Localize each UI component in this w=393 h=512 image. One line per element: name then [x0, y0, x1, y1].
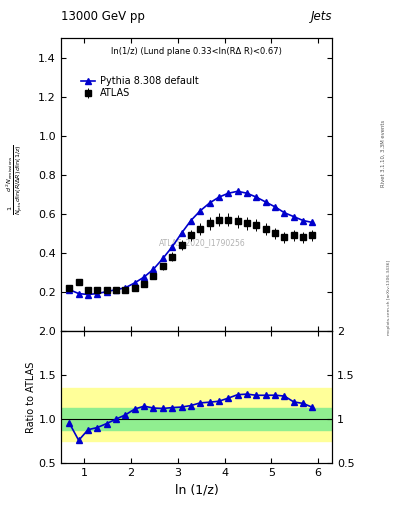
Pythia 8.308 default [170, 244, 174, 250]
Pythia 8.308 default [291, 214, 296, 220]
Text: Rivet 3.1.10, 3.3M events: Rivet 3.1.10, 3.3M events [381, 120, 386, 187]
Pythia 8.308 default [301, 218, 305, 224]
Pythia 8.308 default [114, 287, 118, 293]
Pythia 8.308 default [226, 190, 231, 196]
Legend: Pythia 8.308 default, ATLAS: Pythia 8.308 default, ATLAS [77, 73, 203, 102]
Pythia 8.308 default [142, 274, 147, 280]
Pythia 8.308 default [282, 209, 287, 216]
Text: ATLAS_2020_I1790256: ATLAS_2020_I1790256 [158, 239, 245, 247]
Pythia 8.308 default [207, 200, 212, 206]
Y-axis label: Ratio to ATLAS: Ratio to ATLAS [26, 361, 35, 433]
Text: mcplots.cern.ch [arXiv:1306.3436]: mcplots.cern.ch [arXiv:1306.3436] [387, 260, 391, 334]
Text: $\frac{1}{N_\mathrm{jets}}\frac{d^2 N_\mathrm{emissions}}{d\ln(R/\Delta R)\,d\ln: $\frac{1}{N_\mathrm{jets}}\frac{d^2 N_\m… [4, 144, 25, 215]
Pythia 8.308 default [263, 199, 268, 205]
Pythia 8.308 default [95, 290, 100, 296]
Pythia 8.308 default [76, 290, 81, 296]
Pythia 8.308 default [310, 219, 315, 225]
Pythia 8.308 default [160, 255, 165, 262]
Pythia 8.308 default [132, 280, 137, 286]
Pythia 8.308 default [105, 289, 109, 295]
Pythia 8.308 default [189, 218, 193, 224]
Pythia 8.308 default [179, 230, 184, 236]
Pythia 8.308 default [123, 285, 128, 291]
Pythia 8.308 default [273, 204, 277, 210]
Line: Pythia 8.308 default: Pythia 8.308 default [66, 188, 315, 297]
Pythia 8.308 default [67, 287, 72, 293]
Pythia 8.308 default [217, 194, 221, 200]
Text: Jets: Jets [310, 10, 332, 23]
Pythia 8.308 default [151, 266, 156, 272]
Pythia 8.308 default [244, 190, 249, 196]
Text: 13000 GeV pp: 13000 GeV pp [61, 10, 145, 23]
Pythia 8.308 default [235, 188, 240, 195]
Pythia 8.308 default [254, 194, 259, 200]
Pythia 8.308 default [198, 208, 203, 214]
Text: ln(1/z) (Lund plane 0.33<ln(RΔ R)<0.67): ln(1/z) (Lund plane 0.33<ln(RΔ R)<0.67) [111, 47, 282, 56]
Pythia 8.308 default [86, 291, 90, 297]
X-axis label: ln (1/z): ln (1/z) [174, 484, 219, 497]
